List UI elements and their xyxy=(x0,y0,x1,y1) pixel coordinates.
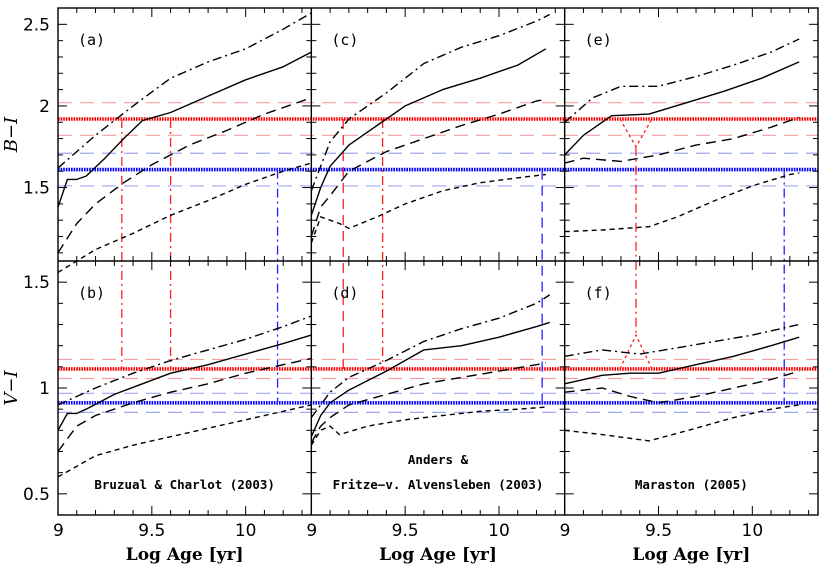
x-axis-label: Log Age [yr] xyxy=(632,545,750,565)
y-tick-label: 1.5 xyxy=(23,179,50,199)
series-short-dash xyxy=(57,162,312,273)
model-label: Maraston (2005) xyxy=(635,477,748,492)
panel-label: (c) xyxy=(331,31,358,49)
x-tick-label: 9 xyxy=(306,521,317,541)
x-axis-label: Log Age [yr] xyxy=(379,545,497,565)
x-axis-label: Log Age [yr] xyxy=(126,545,244,565)
y-tick-label: 2.5 xyxy=(23,15,50,35)
model-label: Anders & xyxy=(408,452,469,467)
panel-label: (f) xyxy=(585,284,612,302)
y-tick-label: 1 xyxy=(39,379,50,399)
series-short-dash xyxy=(564,172,800,233)
series-long-dash xyxy=(564,370,800,404)
series-dot-dash xyxy=(564,323,800,357)
series-long-dash xyxy=(310,361,547,444)
y-tick-label: 1.5 xyxy=(23,273,50,293)
series-dot-dash xyxy=(310,294,551,419)
series-long-dash xyxy=(310,98,547,237)
series-solid xyxy=(564,336,800,385)
series-solid xyxy=(310,321,550,437)
x-tick-label: 9.5 xyxy=(392,521,419,541)
panel-label: (d) xyxy=(331,284,358,302)
y-axis-label: B−I xyxy=(1,116,22,153)
panel-label: (a) xyxy=(78,31,105,49)
series-solid xyxy=(564,61,800,156)
series-long-dash xyxy=(564,116,800,164)
x-tick-label: 10 xyxy=(742,521,764,541)
age-marker-fork-bottom xyxy=(619,333,653,370)
model-label: Fritze−v. Alvensleben (2003) xyxy=(333,477,544,492)
series-short-dash xyxy=(57,404,312,478)
panel-label: (b) xyxy=(78,284,105,302)
model-label: Bruzual & Charlot (2003) xyxy=(94,477,275,492)
x-tick-label: 10 xyxy=(235,521,257,541)
series-solid xyxy=(57,334,312,431)
series-short-dash xyxy=(310,173,546,244)
panel-label: (e) xyxy=(585,31,612,49)
x-tick-label: 9.5 xyxy=(645,521,672,541)
y-tick-label: 0.5 xyxy=(23,485,50,505)
series-dot-dash xyxy=(57,315,312,406)
series-long-dash xyxy=(57,97,312,254)
x-tick-label: 9 xyxy=(560,521,571,541)
series-dot-dash xyxy=(564,38,800,123)
series-solid xyxy=(57,51,312,208)
series-solid xyxy=(310,48,547,216)
x-tick-label: 9 xyxy=(53,521,64,541)
series-short-dash xyxy=(310,406,546,446)
y-axis-label: V−I xyxy=(1,370,22,406)
series-dot-dash xyxy=(310,13,551,192)
y-tick-label: 2 xyxy=(39,97,50,117)
series-dot-dash xyxy=(57,12,312,169)
x-tick-label: 9.5 xyxy=(138,521,165,541)
series-long-dash xyxy=(57,357,312,452)
x-tick-label: 10 xyxy=(488,521,510,541)
series-short-dash xyxy=(564,404,800,442)
age-marker-fork-top xyxy=(619,118,653,149)
